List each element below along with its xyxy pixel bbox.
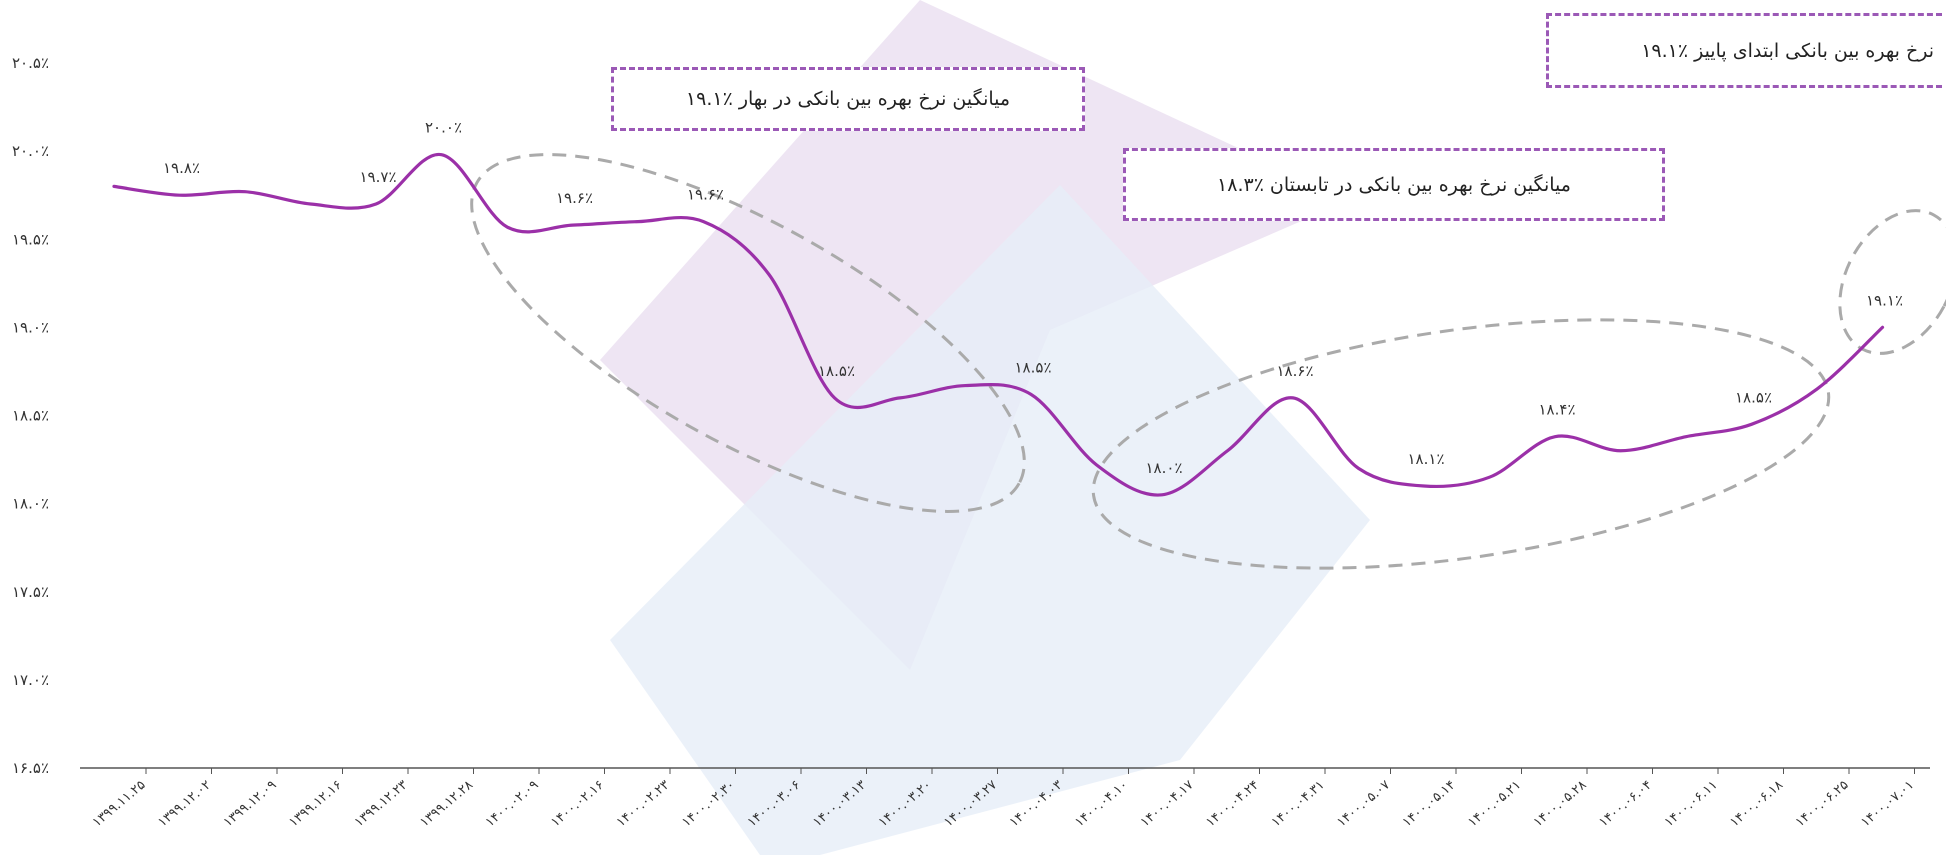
data-label: ۱۹.۷٪: [360, 168, 397, 186]
data-label: ۱۹.۶٪: [687, 186, 724, 204]
y-tick-label: ۱۷.۵٪: [12, 583, 49, 601]
data-label: ۱۸.۵٪: [1015, 358, 1052, 376]
autumn-start-annotation: نرخ بهره بین بانکی ابتدای پاییز ٪۱۹.۱: [1546, 13, 1942, 88]
data-label: ۱۹.۱٪: [1866, 291, 1903, 309]
data-label: ۱۸.۶٪: [1277, 362, 1314, 380]
data-label: ۱۸.۵٪: [1735, 388, 1772, 406]
spring-average-text: میانگین نرخ بهره بین بانکی در بهار ٪۱۹.۱: [685, 88, 1011, 110]
x-tick-label: ۱۳۹۹.۱۲.۱۶: [286, 778, 345, 831]
x-tick-label: ۱۴۰۰.۰۵.۱۴: [1400, 778, 1459, 831]
rate-series-line: [112, 153, 1885, 497]
data-label: ۱۹.۶٪: [556, 189, 593, 207]
summer-group-ellipse: [1091, 318, 1831, 570]
x-tick-label: ۱۴۰۰.۰۴.۱۷: [1138, 778, 1197, 831]
x-tick-label: ۱۴۰۰.۰۴.۲۴: [1203, 778, 1262, 831]
autumn-start-text: نرخ بهره بین بانکی ابتدای پاییز ٪۱۹.۱: [1641, 39, 1934, 62]
y-tick-label: ۱۹.۰٪: [12, 318, 49, 336]
x-tick-label: ۱۴۰۰.۰۵.۲۸: [1531, 778, 1590, 831]
y-tick-label: ۱۸.۵٪: [12, 407, 49, 425]
data-label: ۲۰.۰٪: [425, 119, 462, 137]
x-tick-label: ۱۴۰۰.۰۴.۳۱: [1269, 778, 1328, 831]
y-tick-label: ۱۷.۰٪: [12, 671, 49, 689]
summer-average-annotation: میانگین نرخ بهره بین بانکی در تابستان ٪۱…: [1123, 148, 1665, 221]
x-tick-label: ۱۴۰۰.۰۵.۰۷: [1334, 778, 1393, 831]
data-label: ۱۸.۰٪: [1146, 459, 1183, 477]
y-tick-label: ۲۰.۵٪: [12, 54, 49, 72]
autumn-group-ellipse: [1838, 209, 1946, 355]
data-label-layer: ۱۹.۸٪ ۱۹.۷٪ ۲۰.۰٪ ۱۹.۶٪ ۱۹.۶٪ ۱۸.۵٪ ۱۸.۵٪ ۱۸.۰٪…: [163, 119, 1903, 477]
y-tick-label: ۱۶.۵٪: [12, 759, 49, 777]
x-tick-label: ۱۴۰۰.۰۶.۱۸: [1727, 778, 1786, 831]
y-tick-label: ۱۹.۵٪: [12, 230, 49, 248]
watermark-shape-blue: [610, 185, 1370, 855]
data-label: ۱۹.۸٪: [163, 159, 200, 177]
x-tick-label: ۱۴۰۰.۰۵.۲۱: [1465, 778, 1524, 831]
x-tick-label: ۱۴۰۰.۰۶.۱۱: [1662, 778, 1721, 831]
data-label: ۱۸.۴٪: [1539, 401, 1576, 419]
x-tick-label: ۱۴۰۰.۰۲.۰۹: [483, 778, 542, 831]
data-label: ۱۸.۵٪: [818, 362, 855, 380]
data-label: ۱۸.۱٪: [1408, 450, 1445, 468]
x-tick-label: ۱۳۹۹.۱۲.۲۸: [417, 778, 476, 831]
summer-average-text: میانگین نرخ بهره بین بانکی در تابستان ٪۱…: [1217, 173, 1571, 196]
spring-group-ellipse: [470, 153, 1026, 513]
series-layer: [112, 153, 1885, 497]
x-tick-label: ۱۴۰۰.۰۶.۲۵: [1793, 778, 1852, 831]
y-tick-label: ۱۸.۰٪: [12, 495, 49, 513]
x-tick-label: ۱۳۹۹.۱۱.۲۵: [90, 778, 149, 831]
y-tick-label: ۲۰.۰٪: [12, 142, 49, 160]
x-tick-label: ۱۳۹۹.۱۲.۰۲: [155, 778, 214, 831]
x-tick-label: ۱۳۹۹.۱۲.۲۳: [352, 778, 411, 831]
x-tick-label: ۱۴۰۰.۰۷.۰۱: [1858, 778, 1917, 831]
x-tick-label: ۱۴۰۰.۰۲.۲۳: [614, 778, 673, 831]
x-tick-label: ۱۳۹۹.۱۲.۰۹: [221, 778, 280, 831]
spring-average-annotation: میانگین نرخ بهره بین بانکی در بهار ٪۱۹.۱: [611, 67, 1085, 131]
x-tick-label: ۱۴۰۰.۰۲.۱۶: [548, 778, 607, 831]
x-tick-label: ۱۴۰۰.۰۶.۰۴: [1596, 778, 1655, 831]
